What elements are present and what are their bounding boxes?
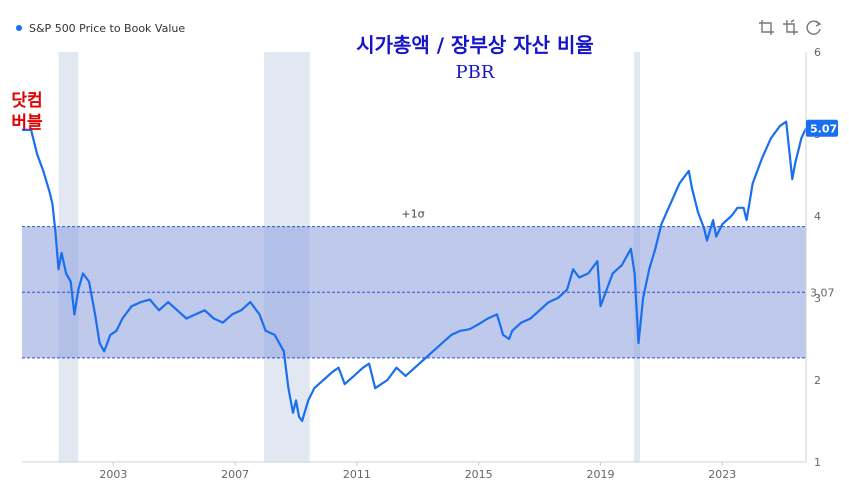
refresh-icon[interactable] — [806, 20, 822, 35]
last-value-badge: 5.07 — [806, 119, 838, 137]
y-tick-label-1: 1 — [814, 456, 821, 469]
mean-line-label: 3.07 — [810, 286, 835, 299]
y-tick-layer: 123456 — [814, 46, 821, 469]
line-layer — [22, 120, 807, 423]
y-tick-label-2: 2 — [814, 374, 821, 387]
y-tick-label-6: 6 — [814, 46, 821, 59]
series-line-0 — [22, 120, 807, 423]
y-tick-label-4: 4 — [814, 210, 821, 223]
sigma-band-layer — [22, 226, 806, 359]
crop-icon[interactable] — [759, 20, 774, 35]
legend-marker — [16, 25, 22, 31]
chart-subtitle: PBR — [456, 62, 495, 83]
legend-label: S&P 500 Price to Book Value — [29, 22, 185, 35]
last-value-badge-bg — [806, 119, 838, 137]
y-tick-label-3: 3 — [814, 292, 821, 305]
x-tick-label-2007: 2007 — [221, 468, 249, 481]
x-tick-label-2023: 2023 — [708, 468, 736, 481]
x-tick-layer: 2003 2007 2011 2015 2019 2023 — [99, 462, 736, 481]
x-tick-label-2003: 2003 — [99, 468, 127, 481]
axis-layer — [22, 52, 807, 463]
chart-title: 시가총액 / 장부상 자산 비율 — [356, 33, 594, 57]
last-value-badge-text: 5.07 — [810, 122, 837, 135]
x-tick-label-2015: 2015 — [465, 468, 493, 481]
x-tick-label-2019: 2019 — [586, 468, 614, 481]
annotation-line-2: 버블 — [11, 113, 43, 133]
annotation-line-1: 닷컴 — [11, 90, 42, 111]
legend[interactable]: S&P 500 Price to Book Value — [16, 22, 185, 35]
crop-alt-icon[interactable] — [783, 19, 798, 35]
sigma-band-label: +1σ — [401, 208, 424, 221]
x-tick-label-2011: 2011 — [343, 468, 371, 481]
